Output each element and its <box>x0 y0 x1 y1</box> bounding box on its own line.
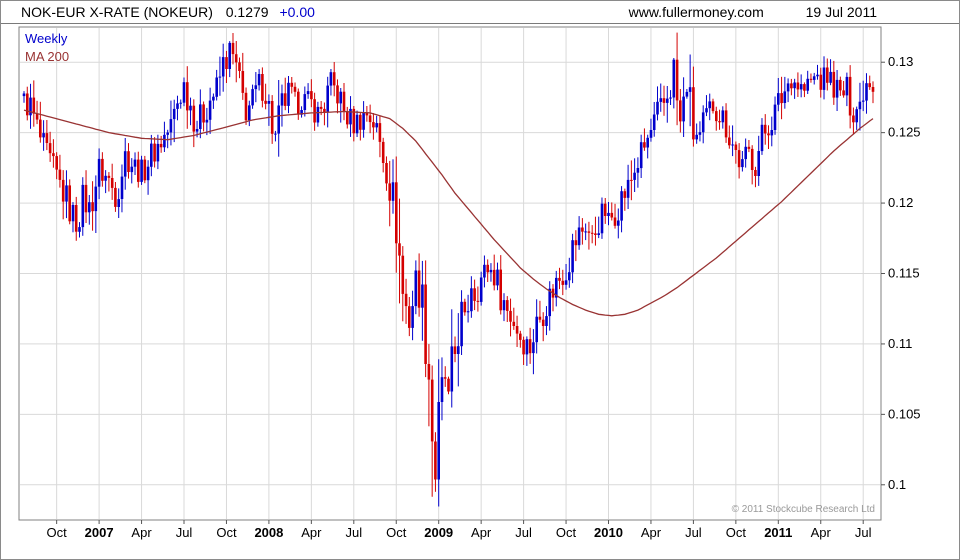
svg-text:Jul: Jul <box>855 525 872 540</box>
svg-text:Oct: Oct <box>47 525 68 540</box>
svg-text:0.11: 0.11 <box>888 336 912 351</box>
svg-text:0.12: 0.12 <box>888 195 913 210</box>
svg-text:2011: 2011 <box>764 525 792 540</box>
axis-tick-marks <box>56 61 885 524</box>
website-label: www.fullermoney.com <box>628 4 764 20</box>
svg-text:0.115: 0.115 <box>888 266 920 281</box>
svg-text:0.105: 0.105 <box>888 406 921 421</box>
svg-text:0.13: 0.13 <box>888 54 913 69</box>
price-chart: 0.13 0.125 0.12 0.115 0.11 0.105 0.1 Oct 2007 Apr… <box>18 26 921 540</box>
svg-text:Oct: Oct <box>386 525 407 540</box>
svg-text:Apr: Apr <box>811 525 832 540</box>
svg-text:Jul: Jul <box>685 525 702 540</box>
header-right: www.fullermoney.com 19 Jul 2011 <box>629 4 877 20</box>
svg-text:Oct: Oct <box>726 525 747 540</box>
legend: Weekly MA 200 <box>25 30 69 66</box>
svg-text:Jul: Jul <box>515 525 532 540</box>
svg-text:2008: 2008 <box>254 525 283 540</box>
svg-text:2007: 2007 <box>85 525 114 540</box>
y-axis-labels: 0.13 0.125 0.12 0.115 0.11 0.105 0.1 <box>888 54 921 492</box>
svg-text:0.1: 0.1 <box>888 477 906 492</box>
svg-text:Jul: Jul <box>345 525 362 540</box>
ma-200-line <box>23 109 874 317</box>
svg-text:Apr: Apr <box>641 525 662 540</box>
svg-text:Oct: Oct <box>556 525 577 540</box>
header-left: NOK-EUR X-RATE (NOKEUR) 0.1279 +0.00 <box>21 4 315 20</box>
grid-layer <box>20 28 880 519</box>
legend-ma200-label: MA 200 <box>25 49 70 64</box>
candles-layer <box>22 32 875 507</box>
chart-header: NOK-EUR X-RATE (NOKEUR) 0.1279 +0.00 www… <box>1 1 959 24</box>
price-change: +0.00 <box>279 4 315 20</box>
x-axis-labels: Oct 2007 Apr Jul Oct 2008 Apr Jul Oct 2009 Apr Jul O… <box>47 525 872 540</box>
svg-text:Oct: Oct <box>216 525 237 540</box>
svg-text:Jul: Jul <box>176 525 193 540</box>
svg-text:2009: 2009 <box>424 525 453 540</box>
legend-weekly-label: Weekly <box>25 31 68 46</box>
last-price: 0.1279 <box>225 4 269 20</box>
svg-text:2010: 2010 <box>594 525 623 540</box>
svg-text:0.125: 0.125 <box>888 125 921 140</box>
svg-text:Apr: Apr <box>131 525 152 540</box>
date-label: 19 Jul 2011 <box>805 4 877 20</box>
svg-text:Apr: Apr <box>471 525 492 540</box>
svg-text:Apr: Apr <box>301 525 322 540</box>
copyright-note: © 2011 Stockcube Research Ltd <box>731 504 875 515</box>
page-title: NOK-EUR X-RATE (NOKEUR) <box>21 4 213 20</box>
